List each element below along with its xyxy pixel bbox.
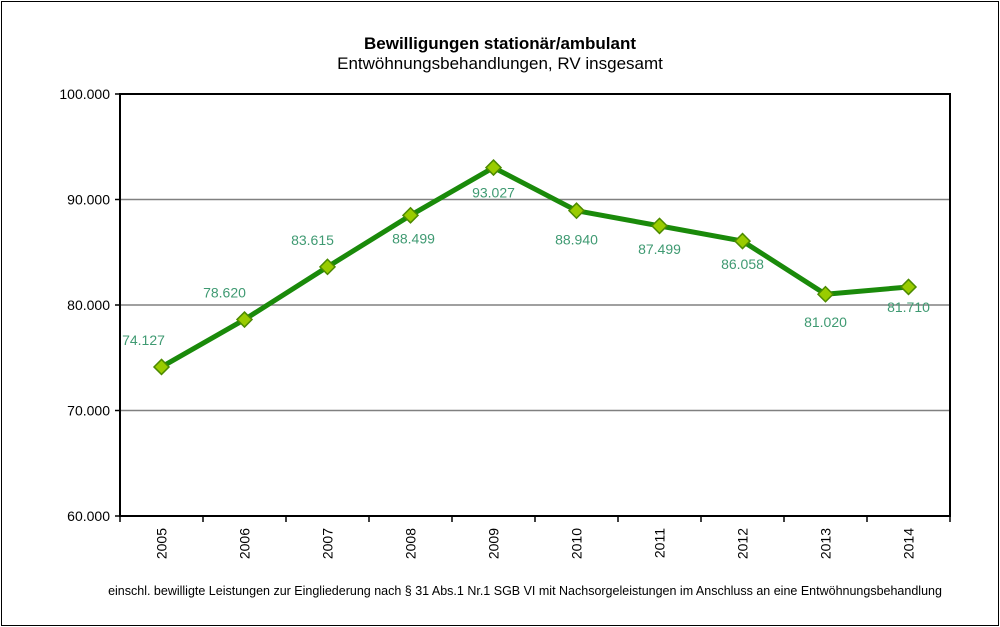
data-label: 87.499	[638, 241, 681, 257]
x-tick-label: 2008	[403, 528, 419, 559]
data-point-marker	[899, 278, 918, 296]
data-label: 81.020	[804, 314, 847, 330]
series-line	[160, 165, 909, 370]
x-tick-label: 2005	[154, 528, 170, 559]
data-point-marker	[484, 159, 503, 177]
data-label: 93.027	[472, 185, 515, 201]
data-point-marker	[235, 310, 254, 329]
chart-footnote: einschl. bewilligte Leistungen zur Eingl…	[108, 584, 942, 598]
x-tick-label: 2009	[486, 528, 502, 559]
data-point-marker	[733, 232, 752, 250]
y-tick-label: 60.000	[67, 508, 110, 524]
data-point-marker	[152, 358, 171, 376]
x-tick-label: 2007	[320, 528, 336, 559]
data-label: 78.620	[203, 285, 246, 301]
data-label: 74.127	[122, 332, 165, 348]
x-tick-label: 2010	[569, 528, 585, 559]
x-tick-label: 2013	[818, 528, 834, 559]
chart-title: Bewilligungen stationär/ambulant	[363, 34, 637, 53]
x-tick-label: 2012	[735, 528, 751, 559]
data-label: 88.499	[392, 230, 435, 246]
data-point-marker	[567, 202, 586, 220]
data-label: 88.940	[555, 232, 598, 248]
data-point-marker	[650, 217, 669, 235]
data-point-marker	[816, 285, 835, 303]
y-tick-label: 80.000	[67, 297, 110, 313]
y-tick-label: 90.000	[67, 192, 110, 208]
x-tick-label: 2014	[901, 528, 917, 559]
data-label: 83.615	[291, 232, 334, 248]
chart-subtitle: Entwöhnungsbehandlungen, RV insgesamt	[337, 54, 663, 73]
data-point-marker	[318, 258, 337, 276]
x-tick-label: 2006	[237, 528, 253, 559]
data-label: 81.710	[887, 299, 930, 315]
y-tick-label: 100.000	[59, 86, 110, 102]
y-tick-label: 70.000	[67, 403, 110, 419]
x-tick-label: 2011	[652, 528, 668, 558]
data-label: 86.058	[721, 256, 764, 272]
data-point-marker	[401, 206, 420, 224]
